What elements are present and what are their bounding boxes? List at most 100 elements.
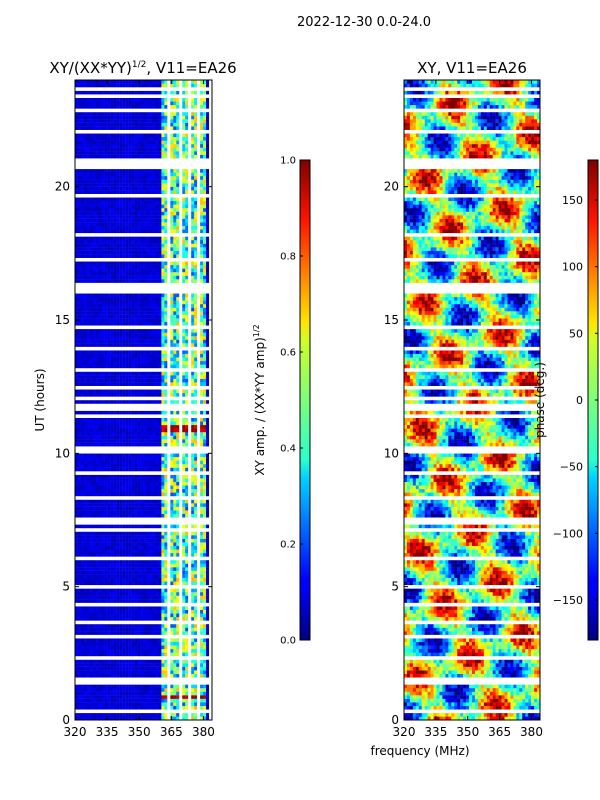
heat-cell: [161, 542, 165, 546]
heat-cell: [185, 343, 189, 347]
heat-cell: [185, 705, 189, 710]
heat-cell: [197, 392, 201, 397]
heat-cell: [203, 332, 207, 337]
heat-cell: [209, 542, 212, 546]
heat-cell: [140, 570, 144, 575]
heat-cell: [161, 698, 165, 703]
heat-cell: [143, 318, 147, 322]
heat-cell: [209, 432, 212, 436]
heat-cell: [113, 314, 117, 319]
heat-cell: [131, 456, 135, 461]
heat-cell: [131, 307, 135, 312]
heat-cell: [170, 360, 174, 365]
heat-cell: [170, 250, 174, 255]
heat-cell: [122, 250, 126, 255]
heat-cell: [110, 648, 114, 653]
heat-cell: [191, 606, 195, 610]
heat-cell: [155, 336, 159, 340]
heat-cell: [125, 645, 129, 650]
heat-cell: [77, 627, 82, 632]
heat-cell: [152, 688, 156, 692]
heat-cell: [101, 279, 105, 283]
heat-cell: [164, 510, 168, 514]
heat-cell: [116, 570, 120, 575]
heat-cell: [191, 574, 195, 578]
heat-cell: [75, 503, 79, 507]
heat-cell: [176, 499, 180, 504]
heat-cell: [200, 254, 204, 258]
heat-cell: [158, 474, 162, 479]
heat-cell: [125, 392, 129, 397]
heat-cell: [77, 577, 82, 582]
heat-cell: [86, 464, 91, 468]
heat-cell: [161, 336, 165, 340]
heat-cell: [185, 261, 189, 266]
heat-cell: [146, 261, 150, 266]
heat-cell: [152, 357, 156, 362]
heat-cell: [152, 296, 156, 301]
heat-cell: [98, 272, 103, 276]
heat-cell: [167, 481, 171, 486]
heat-cell: [83, 247, 88, 251]
heat-cell: [209, 400, 212, 404]
heat-cell: [80, 304, 85, 308]
heat-cell: [86, 343, 91, 347]
heat-cell: [203, 417, 207, 422]
heat-cell: [188, 499, 192, 504]
heat-cell: [194, 570, 198, 575]
heat-cell: [146, 702, 150, 706]
heat-cell: [86, 613, 91, 618]
heat-cell: [140, 421, 144, 426]
heat-cell: [197, 467, 201, 472]
heat-cell: [188, 375, 192, 379]
heat-cell: [122, 641, 126, 646]
heat-cell: [152, 513, 156, 518]
heat-cell: [155, 485, 159, 490]
heat-cell: [104, 250, 108, 255]
heat-cell: [194, 599, 198, 603]
heat-cell: [107, 506, 111, 511]
heat-cell: [143, 464, 147, 468]
heat-cell: [158, 254, 162, 258]
heat-cell: [173, 410, 177, 415]
heat-cell: [80, 467, 85, 472]
heat-cell: [140, 382, 144, 386]
heat-cell: [197, 624, 201, 628]
heat-cell: [200, 321, 204, 326]
heat-cell: [146, 328, 150, 333]
heat-cell: [86, 552, 91, 557]
heat-cell: [77, 272, 82, 276]
heat-cell: [137, 417, 141, 422]
heat-cell: [101, 314, 105, 319]
heat-cell: [110, 684, 114, 689]
heat-cell: [122, 300, 126, 305]
heat-cell: [128, 328, 132, 333]
heat-cell: [89, 624, 94, 628]
heat-cell: [83, 389, 88, 394]
heat-cell: [167, 467, 171, 472]
heat-cell: [134, 453, 138, 458]
heat-cell: [182, 417, 186, 422]
heat-cell: [128, 236, 132, 241]
heat-cell: [119, 400, 123, 404]
heat-cell: [164, 375, 168, 379]
heat-cell: [185, 435, 189, 440]
heat-cell: [98, 357, 103, 362]
heat-cell: [158, 435, 162, 440]
heat-cell: [149, 460, 153, 465]
heat-cell: [203, 321, 207, 326]
heat-cell: [128, 353, 132, 358]
heat-cell: [89, 673, 94, 678]
heat-cell: [158, 652, 162, 657]
heat-cell: [113, 243, 117, 248]
heat-cell: [182, 549, 186, 554]
heat-cell: [75, 268, 79, 273]
heat-cell: [161, 417, 165, 422]
heat-cell: [134, 336, 138, 340]
heat-cell: [170, 570, 174, 575]
heat-cell: [188, 705, 192, 710]
heat-cell: [206, 684, 210, 689]
heat-cell: [173, 350, 177, 354]
heat-cell: [170, 254, 174, 258]
heat-cell: [146, 606, 150, 610]
